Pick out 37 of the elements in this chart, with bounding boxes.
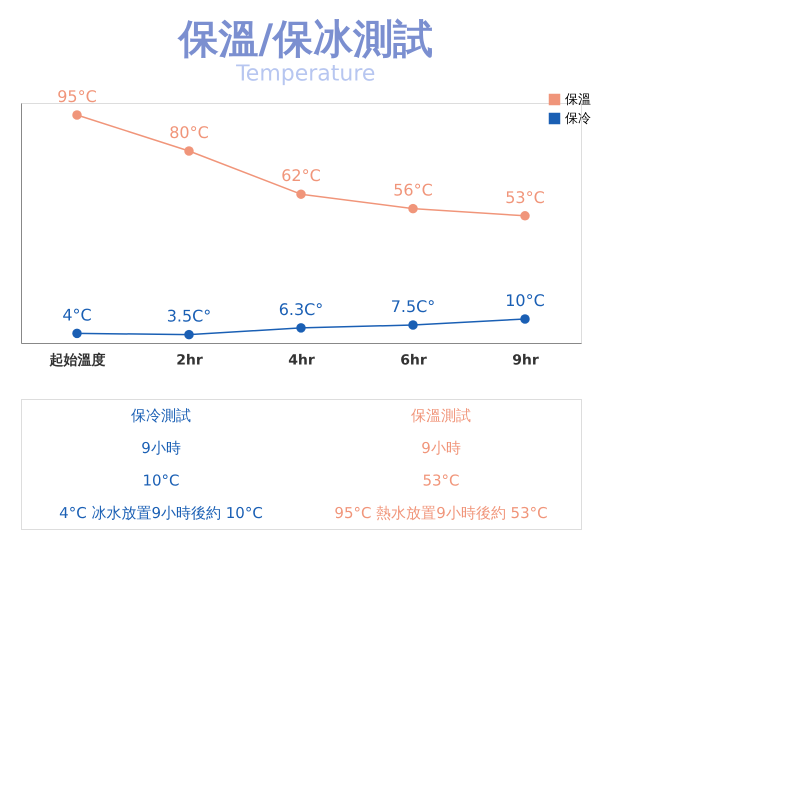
data-label: 53°C xyxy=(505,188,545,207)
x-tick-label: 起始溫度 xyxy=(48,352,106,368)
point xyxy=(184,146,194,156)
text: 10°C xyxy=(142,471,180,490)
x-tick-label: 2hr xyxy=(176,352,203,368)
point xyxy=(184,330,194,340)
point xyxy=(72,328,82,338)
x-tick-label: 6hr xyxy=(400,352,427,368)
x-tick-label: 9hr xyxy=(512,352,539,368)
data-label: 56°C xyxy=(393,180,433,200)
text: 53°C xyxy=(422,471,460,490)
text: 4°C 冰水放置9小時後約 10°C xyxy=(59,504,263,522)
data-label: 7.5C° xyxy=(390,297,436,316)
text: 9小時 xyxy=(141,438,181,457)
legend-label: 保溫 xyxy=(565,92,591,108)
point xyxy=(296,323,306,333)
data-label: 3.5C° xyxy=(166,306,212,326)
point xyxy=(520,211,530,221)
data-label: 10°C xyxy=(505,291,545,310)
data-label: 62°C xyxy=(281,166,321,186)
text: 95°C 熱水放置9小時後約 53°C xyxy=(334,504,548,522)
data-label: 80°C xyxy=(169,123,209,142)
text: 9小時 xyxy=(421,438,461,457)
text: 保溫測試 xyxy=(411,406,471,424)
point xyxy=(72,110,82,120)
legend-label: 保冷 xyxy=(565,112,591,126)
text: 保冷測試 xyxy=(131,406,191,424)
point xyxy=(408,204,418,214)
data-label: 4°C xyxy=(62,305,92,324)
point xyxy=(520,314,530,324)
chart-title: 保溫/保冰測試 xyxy=(176,16,434,62)
chart-subtitle: Temperature xyxy=(235,62,376,86)
x-tick-label: 4hr xyxy=(288,352,315,368)
data-label: 6.3C° xyxy=(278,300,324,319)
point xyxy=(296,189,306,199)
point xyxy=(408,320,418,330)
data-label: 95°C xyxy=(57,87,97,106)
